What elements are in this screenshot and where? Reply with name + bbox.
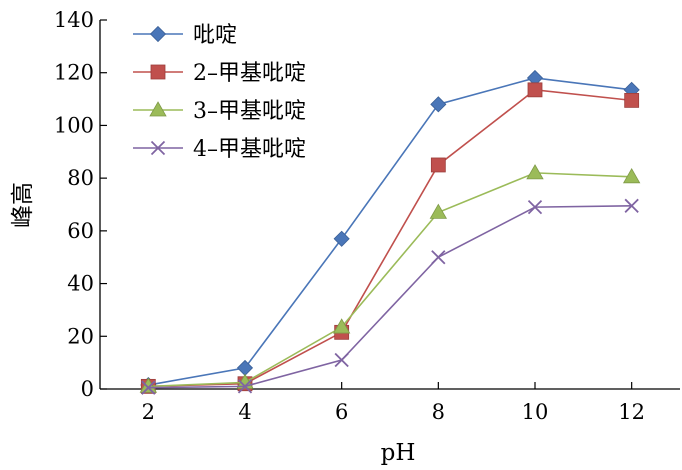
legend-label: 2–甲基吡啶: [193, 61, 306, 86]
series-line: [148, 89, 632, 388]
data-point: [429, 203, 448, 219]
legend-marker: [149, 25, 167, 43]
legend: 吡啶 2–甲基吡啶 3–甲基吡啶 4–甲基吡啶: [133, 23, 306, 162]
x-tick-label: 8: [432, 400, 445, 424]
data-point: [334, 352, 349, 368]
data-point: [622, 168, 641, 184]
y-tick-label: 80: [67, 166, 94, 190]
data-point: [141, 380, 156, 395]
series-line: [148, 172, 632, 388]
y-tick-label: 140: [54, 8, 94, 32]
x-tick-label: 10: [522, 400, 549, 424]
data-point: [236, 359, 254, 376]
series-1: [140, 82, 640, 394]
data-point: [527, 82, 543, 98]
x-tick-label: 12: [618, 400, 645, 424]
series-line: [148, 205, 632, 389]
legend-marker: [149, 101, 167, 117]
data-point: [526, 164, 544, 180]
y-axis-ticks: 0 20 40 60 80 100 120 140: [54, 8, 107, 401]
marker-stroke: [150, 140, 166, 156]
series-3: [141, 198, 639, 395]
legend-label: 吡啶: [193, 23, 237, 48]
series-2: [139, 164, 641, 393]
axes: [99, 20, 680, 390]
x-axis-title: pH: [381, 440, 416, 466]
legend-label: 4–甲基吡啶: [193, 137, 306, 162]
y-tick-label: 20: [67, 324, 94, 348]
data-point: [332, 318, 351, 334]
legend-marker: [150, 64, 166, 80]
data-point: [237, 379, 253, 394]
data-point: [624, 198, 639, 213]
series-layer: [139, 69, 641, 395]
y-tick-label: 0: [81, 377, 94, 401]
marker-stroke: [334, 352, 349, 368]
marker-stroke: [624, 198, 639, 213]
data-point: [333, 230, 350, 247]
y-tick-label: 120: [54, 61, 94, 85]
x-axis-ticks: 2 4 6 8 10 12: [142, 382, 645, 424]
marker-stroke: [141, 380, 156, 395]
marker-stroke: [527, 199, 543, 215]
data-point: [624, 92, 640, 108]
x-tick-label: 6: [335, 400, 348, 424]
data-point: [527, 199, 543, 215]
data-point: [430, 96, 447, 113]
data-point: [139, 377, 158, 393]
y-axis-title: 峰高: [10, 182, 36, 228]
legend-marker: [150, 140, 166, 156]
marker-stroke: [431, 250, 446, 265]
marker-stroke: [237, 379, 253, 394]
data-point: [430, 157, 446, 173]
y-tick-label: 100: [54, 113, 94, 137]
x-tick-label: 2: [142, 400, 155, 424]
legend-label: 3–甲基吡啶: [193, 99, 306, 124]
y-tick-label: 60: [67, 219, 94, 243]
series-line: [148, 77, 632, 386]
x-tick-label: 4: [238, 400, 251, 424]
data-point: [431, 250, 446, 265]
y-tick-label: 40: [67, 272, 94, 296]
